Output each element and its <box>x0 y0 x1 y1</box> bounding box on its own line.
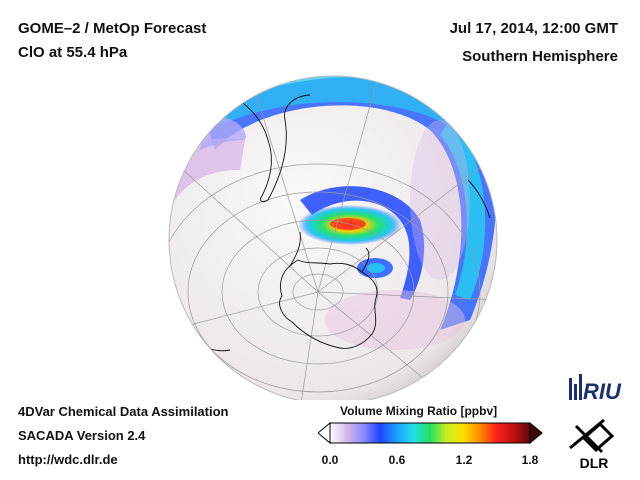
coastlines <box>199 91 491 352</box>
dlr-logo: DLR <box>569 418 615 471</box>
forecast-datetime: Jul 17, 2014, 12:00 GMT <box>449 20 618 37</box>
product-title: GOME–2 / MetOp Forecast <box>18 20 207 37</box>
colorbar-gradient <box>329 422 531 444</box>
species-level: ClO at 55.4 hPa <box>18 44 128 61</box>
colorbar-min-arrow <box>318 421 331 445</box>
colorbar-title: Volume Mixing Ratio [ppbv] <box>340 404 498 418</box>
globe-rim <box>168 75 498 400</box>
svg-text:DLR: DLR <box>580 455 609 471</box>
colorbar <box>318 421 543 445</box>
website-link[interactable]: http://wdc.dlr.de <box>18 452 118 467</box>
globe-map <box>168 75 498 400</box>
colorbar-tick: 0.0 <box>321 453 339 467</box>
colorbar-max-arrow <box>529 421 543 445</box>
colorbar-tick: 1.8 <box>521 453 539 467</box>
colorbar-tick: 0.6 <box>388 453 406 467</box>
svg-text:RIU: RIU <box>583 379 622 404</box>
hemisphere-label: Southern Hemisphere <box>462 48 618 65</box>
version-label: SACADA Version 2.4 <box>18 428 146 443</box>
riu-logo: RIU <box>569 374 622 404</box>
colorbar-tick: 1.2 <box>455 453 473 467</box>
assimilation-label: 4DVar Chemical Data Assimilation <box>18 404 229 419</box>
